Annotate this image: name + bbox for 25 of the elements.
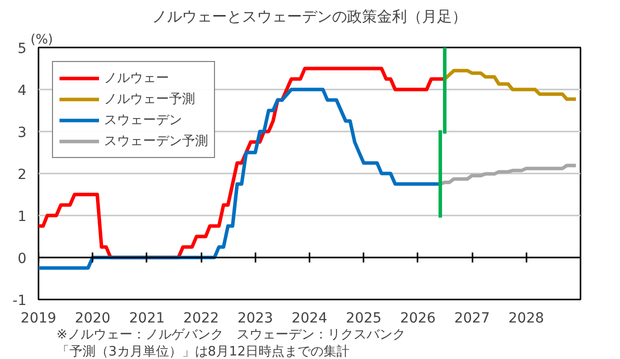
- x-tick-label: 2021: [129, 310, 165, 326]
- x-tick-label: 2028: [508, 310, 544, 326]
- y-tick-label: 3: [18, 125, 27, 141]
- y-axis-title: (%): [30, 32, 53, 48]
- text: ※ノルウェー：ノルゲバンク スウェーデン：リクスバンク: [56, 328, 406, 342]
- x-tick-label: 2026: [400, 310, 436, 326]
- x-tick-label: 2024: [292, 310, 328, 326]
- x-tick-label: 2023: [237, 310, 274, 326]
- legend-label: スウェーデン: [104, 112, 182, 129]
- chart-title: ノルウェーとスウェーデンの政策金利（月足）: [152, 8, 467, 26]
- x-tick-label: 2020: [74, 310, 110, 326]
- x-tick-label: 2019: [20, 310, 56, 326]
- x-tick-label: 2027: [454, 310, 490, 326]
- y-tick-label: 2: [18, 167, 27, 183]
- legend-label: ノルウェー予測: [104, 91, 195, 108]
- y-tick-label: 4: [18, 83, 27, 99]
- text: 「予測（3カ月単位）」は8月12日時点までの集計: [56, 344, 350, 359]
- legend-label: ノルウェー: [104, 70, 169, 87]
- y-tick-label: -1: [12, 293, 27, 309]
- x-tick-label: 2025: [346, 310, 382, 326]
- legend-label: スウェーデン予測: [104, 133, 208, 150]
- x-tick-label: 2022: [183, 310, 219, 326]
- y-tick-label: 1: [18, 209, 27, 225]
- y-tick-label: 0: [18, 251, 27, 267]
- y-tick-label: 5: [18, 41, 27, 57]
